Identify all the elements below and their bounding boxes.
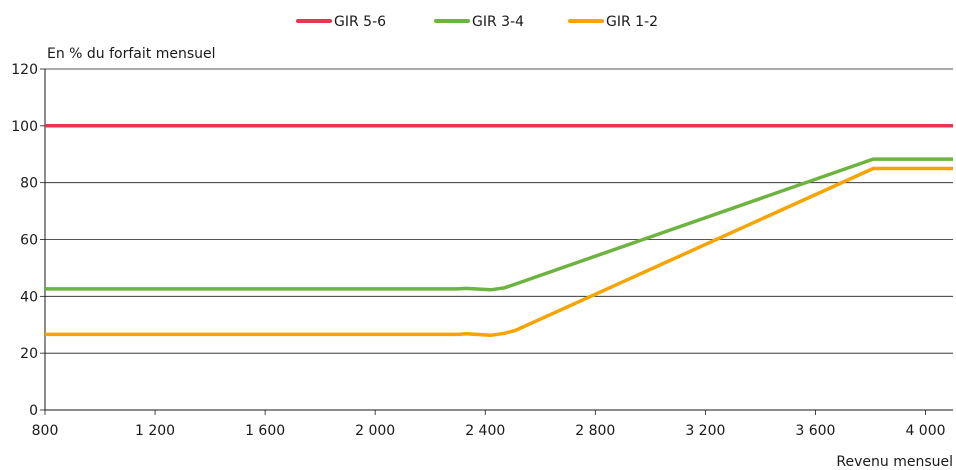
y-tick-label: 0	[29, 403, 38, 419]
y-tick-label: 120	[11, 62, 38, 78]
y-tick-label: 40	[20, 289, 38, 305]
x-tick-label: 2 400	[465, 423, 505, 439]
series-line	[45, 157, 953, 292]
x-tick-label: 800	[32, 423, 59, 439]
legend-label: GIR 1-2	[606, 14, 658, 30]
series-lines	[45, 124, 953, 338]
x-tick-label: 2 800	[575, 423, 615, 439]
gridlines	[45, 68, 953, 354]
y-axis-title: En % du forfait mensuel	[47, 46, 216, 62]
x-tick-label: 1 200	[135, 423, 175, 439]
chart-legend: GIR 5-6 GIR 3-4 GIR 1-2	[296, 14, 658, 30]
x-tick-label: 3 200	[685, 423, 725, 439]
x-tick-label: 4 000	[905, 423, 945, 439]
y-tick-label: 60	[20, 233, 38, 249]
y-axis-ticks: 0 20 40 60 80 100 120	[11, 62, 45, 419]
x-tick-label: 2 000	[355, 423, 395, 439]
y-tick-label: 20	[20, 346, 38, 362]
y-tick-label: 80	[20, 176, 38, 192]
legend-label: GIR 3-4	[472, 14, 524, 30]
x-tick-label: 1 600	[245, 423, 285, 439]
y-tick-label: 100	[11, 119, 38, 135]
x-axis-ticks: 800 1 200 1 600 2 000 2 400 2 800 3 200 3 600 4 …	[32, 410, 946, 439]
legend-label: GIR 5-6	[334, 14, 386, 30]
x-axis-title: Revenu mensuel	[836, 454, 953, 470]
series-line	[45, 166, 953, 338]
x-tick-label: 3 600	[795, 423, 835, 439]
